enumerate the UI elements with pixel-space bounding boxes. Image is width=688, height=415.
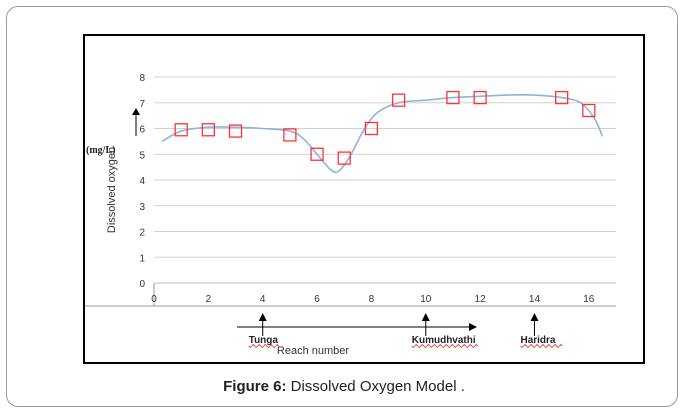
- x-tick-label: 12: [475, 294, 487, 305]
- data-point: [201, 123, 216, 137]
- annotation-arrow-head: [530, 313, 539, 321]
- data-point: [283, 128, 297, 142]
- x-tick-label: 6: [314, 294, 320, 305]
- x-tick-label: 4: [260, 294, 266, 305]
- x-tick-label: 16: [583, 294, 595, 305]
- y-tick-label: 6: [139, 125, 145, 136]
- x-tick-label: 0: [151, 294, 157, 305]
- annotation-arrow-head: [258, 313, 267, 321]
- annotation-arrow-head: [421, 313, 430, 321]
- caption-label: Figure 6:: [223, 378, 287, 395]
- x-tick-label: 14: [529, 294, 541, 305]
- y-tick-label: 2: [139, 228, 145, 239]
- y-axis-unit: (mg/L): [86, 145, 115, 156]
- y-tick-label: 0: [139, 279, 145, 290]
- x-tick-label: 2: [206, 294, 212, 305]
- x-axis-label: Reach number: [277, 345, 349, 357]
- x-tick-label: 10: [420, 294, 432, 305]
- data-point: [473, 90, 487, 105]
- figure-caption: Figure 6: Dissolved Oxygen Model .: [0, 378, 688, 395]
- data-point: [364, 121, 379, 136]
- y-label-arrow-head: [132, 108, 140, 115]
- data-point: [446, 90, 460, 105]
- data-point: [174, 123, 188, 137]
- annotation-label: Tunga: [249, 335, 279, 346]
- y-axis-label: Dissolved oxygen: [106, 147, 118, 233]
- annotation-label: Kumudhvathi: [412, 335, 476, 346]
- y-tick-label: 5: [139, 150, 145, 161]
- annotation-underline: [411, 343, 479, 349]
- figure-box: 0 1 2 3 4 5 6 7 8 0 2 4 6 8 10 12 14 16 Dissolved oxygen (m…: [6, 6, 678, 407]
- data-point: [310, 147, 324, 161]
- x-tick-label: 8: [369, 294, 375, 305]
- data-point: [391, 93, 406, 107]
- data-point: [582, 103, 596, 118]
- data-point: [228, 124, 243, 138]
- caption-text: Dissolved Oxygen Model .: [286, 378, 465, 395]
- data-point: [337, 151, 351, 165]
- y-tick-label: 3: [139, 202, 145, 213]
- y-tick-label: 8: [139, 73, 145, 84]
- model-curve: [161, 93, 604, 174]
- x-label-arrow-head: [469, 323, 477, 331]
- data-point: [554, 90, 569, 105]
- annotation-label: Haridra: [520, 335, 555, 346]
- annotation-underline: [248, 343, 279, 349]
- annotation-underline: [520, 343, 563, 349]
- y-tick-label: 7: [139, 99, 145, 110]
- y-tick-label: 4: [139, 176, 145, 187]
- chart-frame: 0 1 2 3 4 5 6 7 8 0 2 4 6 8 10 12 14 16 Dissolved oxygen (m…: [83, 34, 645, 364]
- y-tick-label: 1: [139, 253, 145, 264]
